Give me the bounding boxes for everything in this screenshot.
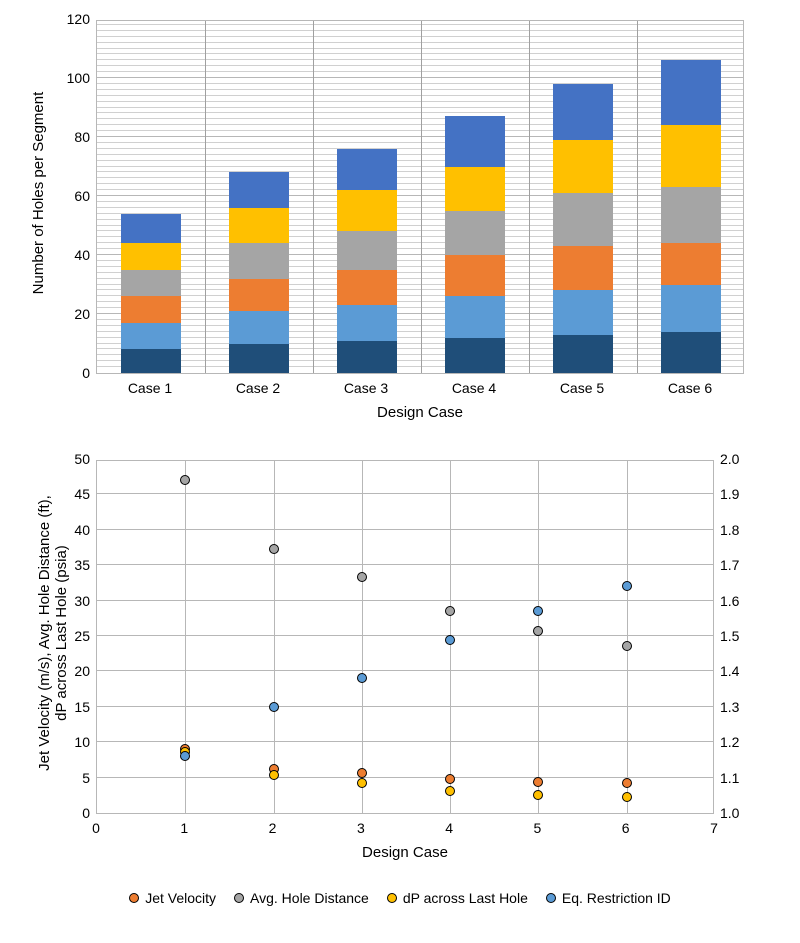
legend-item: Avg. Hole Distance: [234, 890, 369, 906]
scatter-chart: Jet Velocity (m/s), Avg. Hole Distance (…: [0, 0, 800, 880]
scatter-ytick-right: 1.7: [720, 557, 739, 573]
scatter-ytick-right: 1.1: [720, 770, 739, 786]
legend: Jet Velocity Avg. Hole Distance dP across …: [0, 890, 800, 906]
legend-item: Jet Velocity: [129, 890, 216, 906]
scatter-ytick-left: 25: [74, 628, 90, 644]
scatter-ytick-left: 30: [74, 593, 90, 609]
scatter-point: [445, 786, 455, 796]
figure: { "bar_chart": { "type": "stacked-bar", …: [0, 0, 800, 943]
scatter-ytick-left: 0: [82, 805, 90, 821]
scatter-ytick-left: 15: [74, 699, 90, 715]
scatter-xtick: 5: [527, 820, 547, 836]
scatter-ytick-right: 1.2: [720, 734, 739, 750]
scatter-xtick: 4: [439, 820, 459, 836]
scatter-ytick-left: 50: [74, 451, 90, 467]
scatter-xtick: 1: [174, 820, 194, 836]
scatter-ytick-right: 1.0: [720, 805, 739, 821]
scatter-ytick-left: 45: [74, 486, 90, 502]
legend-label: dP across Last Hole: [403, 890, 528, 906]
legend-label: Jet Velocity: [145, 890, 216, 906]
scatter-point: [445, 606, 455, 616]
scatter-ytick-right: 1.9: [720, 486, 739, 502]
scatter-point: [445, 635, 455, 645]
scatter-xtick: 0: [86, 820, 106, 836]
scatter-ytick-right: 1.5: [720, 628, 739, 644]
scatter-ytick-left: 10: [74, 734, 90, 750]
scatter-ytick-right: 1.8: [720, 522, 739, 538]
scatter-xtick: 6: [616, 820, 636, 836]
scatter-chart-ylabel-left: Jet Velocity (m/s), Avg. Hole Distance (…: [36, 456, 70, 810]
scatter-ytick-right: 1.3: [720, 699, 739, 715]
scatter-point: [622, 641, 632, 651]
scatter-ytick-left: 5: [82, 770, 90, 786]
scatter-point: [269, 544, 279, 554]
legend-dot-icon: [387, 893, 397, 903]
scatter-point: [533, 790, 543, 800]
scatter-ytick-right: 1.6: [720, 593, 739, 609]
scatter-point: [357, 778, 367, 788]
legend-label: Eq. Restriction ID: [562, 890, 671, 906]
scatter-ytick-left: 40: [74, 522, 90, 538]
scatter-point: [180, 475, 190, 485]
legend-dot-icon: [129, 893, 139, 903]
scatter-point: [622, 778, 632, 788]
scatter-point: [533, 606, 543, 616]
scatter-chart-xlabel: Design Case: [96, 844, 714, 861]
scatter-ytick-right: 1.4: [720, 663, 739, 679]
legend-label: Avg. Hole Distance: [250, 890, 369, 906]
scatter-point: [533, 777, 543, 787]
scatter-point: [180, 751, 190, 761]
scatter-ytick-left: 20: [74, 663, 90, 679]
scatter-xtick: 7: [704, 820, 724, 836]
scatter-xtick: 2: [263, 820, 283, 836]
scatter-point: [269, 702, 279, 712]
scatter-ytick-left: 35: [74, 557, 90, 573]
scatter-ytick-right: 2.0: [720, 451, 739, 467]
scatter-point: [357, 572, 367, 582]
scatter-point: [445, 774, 455, 784]
legend-item: Eq. Restriction ID: [546, 890, 671, 906]
legend-dot-icon: [234, 893, 244, 903]
scatter-point: [533, 626, 543, 636]
scatter-xtick: 3: [351, 820, 371, 836]
scatter-point: [269, 770, 279, 780]
scatter-point: [622, 581, 632, 591]
scatter-point: [357, 673, 367, 683]
scatter-point: [622, 792, 632, 802]
legend-dot-icon: [546, 893, 556, 903]
scatter-chart-plot: [96, 460, 714, 814]
legend-item: dP across Last Hole: [387, 890, 528, 906]
